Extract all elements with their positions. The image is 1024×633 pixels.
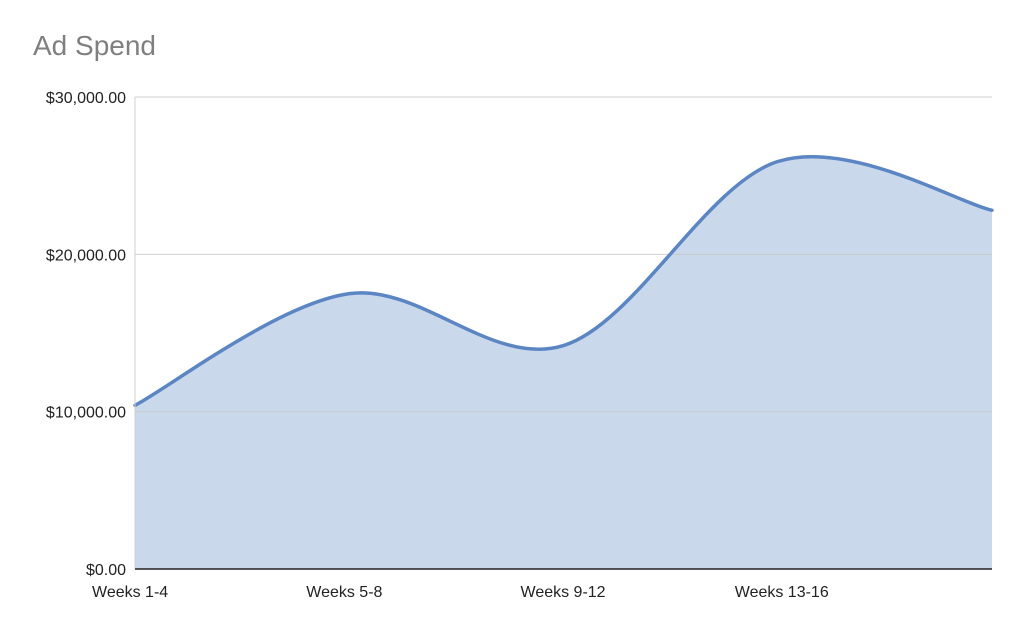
series-area	[135, 156, 992, 569]
series-line	[133, 155, 994, 408]
chart-title: Ad Spend	[33, 30, 156, 61]
y-tick-label: $10,000.00	[46, 405, 126, 422]
x-tick-label: Weeks 5-8	[306, 584, 382, 601]
x-tick-label: Weeks 13-16	[735, 584, 829, 601]
y-tick-label: $0.00	[86, 562, 126, 579]
y-tick-label: $20,000.00	[46, 247, 126, 264]
x-tick-label: Weeks 9-12	[521, 584, 606, 601]
y-tick-label: $30,000.00	[46, 90, 126, 107]
x-tick-label: Weeks 1-4	[92, 584, 168, 601]
